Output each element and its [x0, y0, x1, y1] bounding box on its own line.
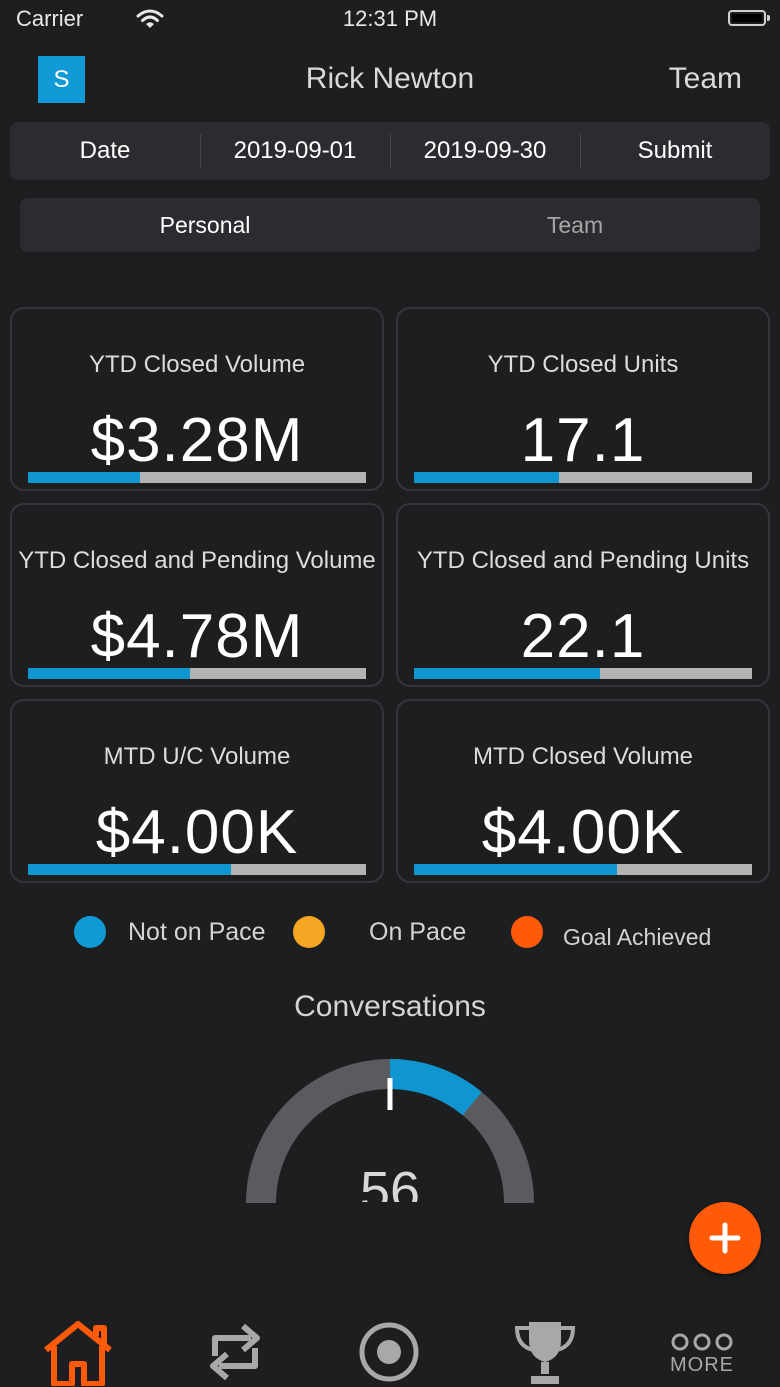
progress-bar: [28, 472, 366, 483]
conversations-gauge: [246, 1059, 534, 1203]
gauge-fill: [389, 1059, 482, 1116]
battery-icon: [728, 10, 770, 26]
stat-label: MTD Closed Volume: [472, 743, 694, 770]
wifi-icon: [136, 9, 164, 28]
tab-trophy[interactable]: [505, 1316, 585, 1386]
progress-bar: [28, 864, 366, 875]
sync-icon: [210, 1323, 260, 1381]
stat-card-ytd-closed-pending-volume[interactable]: YTD Closed and Pending Volume $4.78M: [10, 503, 384, 687]
stat-value: $4.00K: [481, 798, 685, 867]
tab-more-label: MORE: [670, 1354, 734, 1376]
stat-card-ytd-closed-pending-units[interactable]: YTD Closed and Pending Units 22.1: [396, 503, 770, 687]
avatar[interactable]: S: [38, 56, 85, 103]
stat-card-ytd-closed-units[interactable]: YTD Closed Units 17.1: [396, 307, 770, 491]
stat-label: YTD Closed Units: [487, 351, 679, 378]
home-icon: [44, 1321, 112, 1386]
trophy-icon: [514, 1322, 576, 1384]
stat-value: 22.1: [520, 602, 646, 671]
stat-label: YTD Closed and Pending Units: [416, 547, 750, 574]
carrier-label: Carrier: [16, 6, 84, 31]
stat-value: $3.28M: [90, 406, 304, 475]
end-date-field[interactable]: 2019-09-30: [390, 122, 580, 180]
gauge-value: 56: [359, 1161, 421, 1202]
page-title: Rick Newton: [305, 62, 475, 95]
date-filter-bar: Date 2019-09-01 2019-09-30 Submit: [10, 122, 770, 180]
plus-icon: [709, 1222, 741, 1254]
progress-fill: [28, 864, 231, 875]
legend-label-goal-achieved: Goal Achieved: [563, 924, 712, 950]
progress-fill: [414, 668, 600, 679]
tab-team[interactable]: Team: [546, 211, 604, 238]
stat-value: $4.78M: [90, 602, 304, 671]
stat-label: YTD Closed and Pending Volume: [18, 547, 376, 574]
target-icon: [359, 1322, 419, 1382]
start-date-field[interactable]: 2019-09-01: [200, 122, 390, 180]
legend-label-on-pace: On Pace: [369, 918, 467, 946]
tab-home[interactable]: [38, 1316, 118, 1386]
status-time: 12:31 PM: [342, 6, 438, 31]
tab-personal[interactable]: Personal: [159, 211, 251, 238]
add-button[interactable]: [689, 1202, 761, 1274]
status-bar: Carrier 12:31 PM: [0, 0, 780, 40]
legend-dot-goal-achieved: [511, 916, 543, 948]
view-toggle: Personal Team: [20, 198, 760, 252]
stat-label: MTD U/C Volume: [103, 743, 291, 770]
tab-more[interactable]: MORE: [662, 1316, 742, 1386]
legend-label-not-on-pace: Not on Pace: [128, 918, 266, 946]
progress-fill: [414, 864, 617, 875]
team-button[interactable]: Team: [668, 62, 742, 95]
date-label: Date: [79, 137, 131, 164]
stat-value: 17.1: [520, 406, 646, 475]
progress-bar: [414, 864, 752, 875]
tab-bar: MORE: [0, 1300, 780, 1387]
legend-dot-on-pace: [293, 916, 325, 948]
progress-fill: [28, 472, 140, 483]
stat-card-ytd-closed-volume[interactable]: YTD Closed Volume $3.28M: [10, 307, 384, 491]
stat-card-mtd-uc-volume[interactable]: MTD U/C Volume $4.00K: [10, 699, 384, 883]
progress-fill: [28, 668, 191, 679]
progress-bar: [414, 472, 752, 483]
more-icon: [671, 1333, 733, 1351]
gauge-title: Conversations: [294, 990, 486, 1023]
tab-sync[interactable]: [195, 1316, 275, 1386]
stat-value: $4.00K: [95, 798, 299, 867]
tab-target[interactable]: [350, 1316, 430, 1386]
progress-fill: [414, 472, 560, 483]
progress-bar: [28, 668, 366, 679]
pace-legend: Not on Pace On Pace Goal Achieved: [0, 912, 780, 952]
legend-dot-not-on-pace: [74, 916, 106, 948]
submit-button[interactable]: Submit: [580, 122, 770, 180]
progress-bar: [414, 668, 752, 679]
stat-label: YTD Closed Volume: [88, 351, 306, 378]
stat-card-mtd-closed-volume[interactable]: MTD Closed Volume $4.00K: [396, 699, 770, 883]
